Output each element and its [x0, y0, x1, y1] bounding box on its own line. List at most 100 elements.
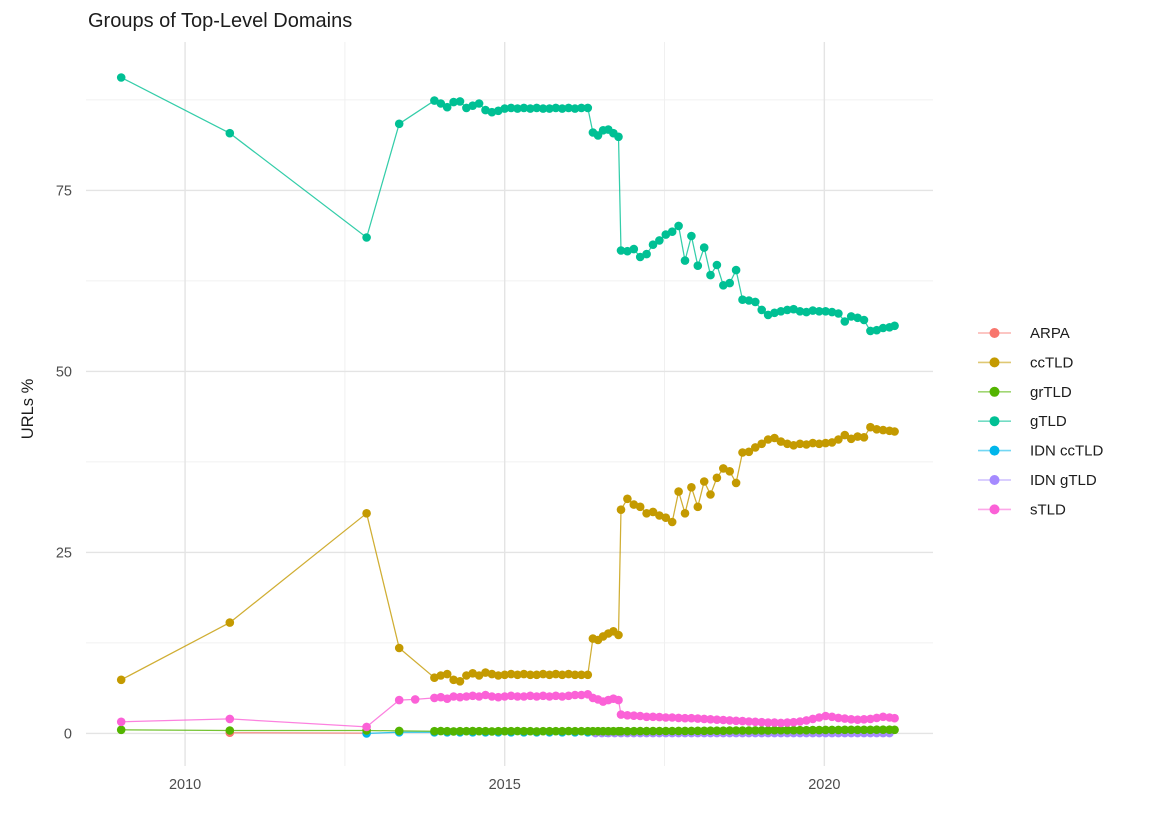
data-point-stld	[846, 715, 856, 724]
x-axis-tick-labels: 2010 2015 2020	[169, 777, 841, 793]
data-point-gtld	[519, 103, 529, 113]
data-point-cctld	[635, 502, 645, 512]
data-point-grtld	[564, 726, 573, 736]
data-point-gtld	[642, 249, 651, 259]
data-point-grtld	[655, 726, 664, 736]
data-point-stld	[614, 695, 623, 705]
data-point-stld	[859, 715, 869, 724]
data-point-stld	[693, 714, 703, 723]
data-point-gtld	[635, 252, 645, 262]
data-point-cctld	[557, 670, 567, 680]
data-point-cctld	[494, 671, 503, 680]
data-point-stld	[776, 718, 786, 728]
data-point-stld	[494, 692, 503, 702]
data-point-stld	[538, 691, 548, 701]
data-point-cctld	[436, 671, 446, 680]
data-point-gtld	[449, 97, 458, 107]
data-point-cctld	[577, 670, 586, 680]
data-point-gtld	[532, 103, 541, 113]
data-point-cctld	[674, 487, 683, 496]
data-point-stld	[577, 690, 586, 700]
data-point-cctld	[687, 483, 696, 492]
data-point-stld	[763, 718, 773, 727]
data-point-stld	[687, 713, 696, 723]
data-point-gtld	[667, 227, 677, 236]
data-point-stld	[557, 692, 567, 701]
data-point-stld	[616, 710, 626, 719]
data-point-stld	[564, 691, 573, 701]
legend-label-idn-cctld: IDN ccTLD	[1030, 443, 1104, 460]
data-point-cctld	[693, 502, 703, 512]
legend-label-arpa: ARPA	[1030, 325, 1070, 342]
data-point-grtld	[674, 726, 683, 736]
series-cctld	[116, 422, 899, 686]
data-point-stld	[455, 692, 465, 702]
data-point-cctld	[840, 430, 850, 440]
legend-key-dot-grtld	[989, 386, 1000, 397]
data-point-grtld	[648, 726, 658, 736]
data-point-gtld	[834, 309, 843, 318]
data-point-grtld	[872, 725, 881, 734]
data-point-gtld	[751, 297, 760, 307]
data-point-grtld	[776, 725, 786, 735]
data-point-stld	[751, 717, 760, 727]
x-tick-label: 2010	[169, 777, 201, 793]
data-point-cctld	[680, 509, 690, 518]
data-point-gtld	[430, 96, 439, 105]
data-point-grtld	[699, 726, 709, 736]
data-point-grtld	[687, 726, 696, 736]
data-point-grtld	[394, 726, 404, 736]
data-point-cctld	[821, 438, 830, 448]
data-point-stld	[449, 692, 458, 701]
data-point-stld	[362, 722, 371, 732]
data-point-stld	[725, 716, 734, 725]
data-point-cctld	[474, 671, 484, 680]
data-point-gtld	[878, 323, 888, 333]
data-point-grtld	[557, 726, 567, 736]
data-point-stld	[808, 714, 818, 724]
data-point-grtld	[744, 726, 754, 735]
legend-label-idn-gtld: IDN gTLD	[1030, 472, 1097, 489]
data-point-cctld	[648, 507, 658, 517]
data-point-stld	[699, 714, 709, 724]
data-point-grtld	[706, 726, 715, 735]
data-point-grtld	[635, 726, 645, 736]
data-point-stld	[770, 718, 779, 727]
legend-key-dot-idn-cctld	[989, 445, 1000, 456]
data-point-cctld	[532, 670, 541, 680]
data-point-gtld	[706, 270, 715, 280]
data-point-gtld	[513, 104, 522, 113]
data-point-grtld	[519, 726, 529, 736]
data-point-cctld	[706, 490, 715, 499]
data-point-grtld	[526, 726, 535, 736]
legend-label-stld: sTLD	[1030, 501, 1066, 518]
data-point-cctld	[500, 670, 510, 680]
data-point-grtld	[783, 725, 792, 735]
data-point-gtld	[583, 103, 593, 113]
data-point-grtld	[757, 726, 766, 735]
data-point-grtld	[712, 726, 722, 735]
series-gtld	[116, 73, 899, 336]
data-point-gtld	[487, 107, 497, 117]
data-point-gtld	[738, 295, 747, 305]
data-point-cctld	[725, 467, 734, 476]
data-point-grtld	[442, 726, 452, 736]
data-point-cctld	[623, 494, 632, 504]
y-tick-label: 50	[56, 364, 72, 380]
data-point-gtld	[616, 246, 626, 255]
data-point-gtld	[840, 317, 850, 326]
data-point-cctld	[770, 433, 779, 443]
data-point-grtld	[481, 726, 490, 736]
data-point-gtld	[577, 103, 586, 113]
data-point-gtld	[827, 307, 837, 317]
data-point-stld	[667, 713, 677, 722]
data-point-grtld	[623, 726, 632, 736]
legend-item-gtld: gTLD	[978, 413, 1067, 430]
data-point-grtld	[738, 726, 747, 735]
legend-item-cctld: ccTLD	[978, 354, 1074, 371]
data-point-grtld	[225, 726, 235, 735]
data-point-stld	[706, 715, 715, 724]
data-point-stld	[394, 695, 404, 705]
y-tick-label: 0	[64, 726, 72, 742]
